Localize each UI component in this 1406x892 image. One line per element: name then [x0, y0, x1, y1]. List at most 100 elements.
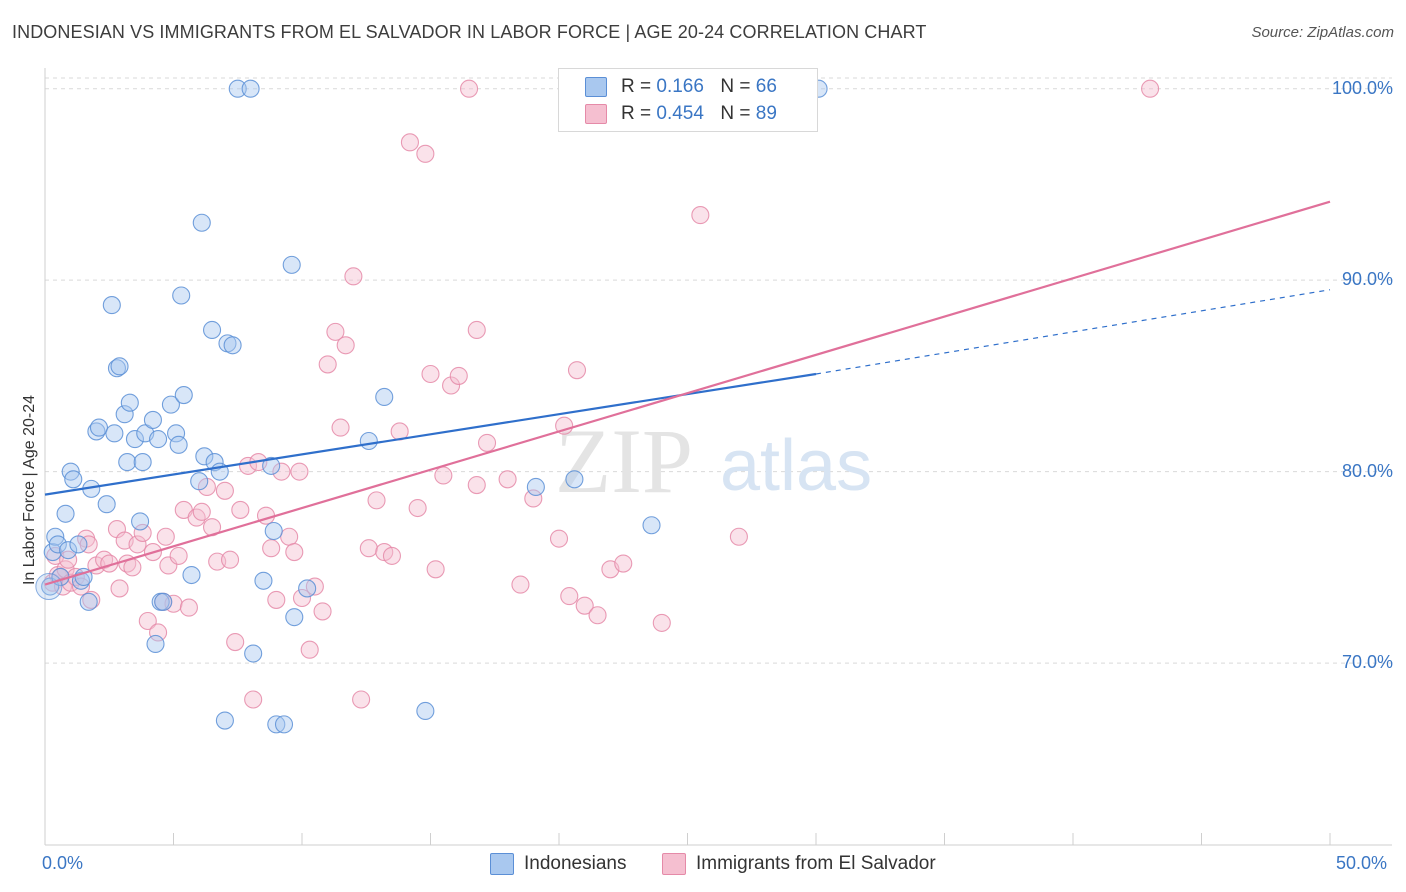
point-el-salvador — [280, 527, 299, 546]
point-el-salvador — [313, 602, 332, 621]
point-indonesians — [115, 405, 134, 424]
point-indonesians — [110, 357, 129, 376]
point-indonesians — [143, 410, 162, 430]
r-value: 0.166 — [656, 76, 704, 97]
point-indonesians — [154, 592, 173, 611]
point-el-salvador — [133, 523, 152, 542]
legend-item-indonesians[interactable]: Indonesians — [490, 850, 626, 878]
point-el-salvador — [575, 596, 594, 615]
point-indonesians — [133, 453, 152, 472]
point-indonesians — [642, 516, 661, 535]
point-indonesians — [264, 521, 283, 541]
point-indonesians — [359, 431, 378, 451]
point-el-salvador — [367, 491, 386, 510]
point-el-salvador — [416, 144, 435, 163]
point-el-salvador — [511, 575, 530, 594]
point-el-salvador — [336, 336, 355, 355]
point-el-salvador — [382, 546, 402, 565]
point-el-salvador — [421, 364, 440, 384]
point-indonesians — [107, 359, 127, 378]
point-el-salvador — [400, 133, 419, 152]
point-el-salvador — [477, 433, 497, 452]
point-el-salvador — [560, 587, 579, 606]
point-indonesians — [203, 320, 222, 340]
point-el-salvador — [449, 366, 468, 385]
point-el-salvador — [267, 590, 286, 609]
trend-line-indonesians-extrapolated — [815, 289, 1331, 375]
point-el-salvador — [272, 462, 291, 481]
series-indonesians — [35, 79, 828, 734]
gridlines — [45, 77, 1392, 664]
point-el-salvador — [652, 613, 671, 632]
correlation-legend: R = 0.166 N = 66 R = 0.454 N = 89 — [558, 68, 818, 132]
point-indonesians — [120, 393, 139, 412]
point-el-salvador — [1141, 79, 1160, 98]
point-el-salvador — [549, 529, 569, 548]
point-el-salvador — [459, 79, 479, 98]
legend-row-indonesians: R = 0.166 N = 66 — [585, 75, 777, 99]
point-indonesians — [131, 512, 150, 531]
point-el-salvador — [79, 535, 98, 554]
point-el-salvador — [729, 527, 748, 546]
point-el-salvador — [524, 489, 543, 508]
y-tick-label: 90.0% — [1341, 269, 1393, 290]
point-el-salvador — [169, 546, 188, 565]
legend-swatch-blue — [585, 77, 607, 97]
point-indonesians — [172, 286, 191, 305]
point-indonesians — [118, 453, 137, 472]
point-el-salvador — [588, 606, 607, 625]
point-indonesians — [228, 79, 247, 98]
point-indonesians — [565, 470, 584, 489]
trend-line-el-salvador — [44, 200, 1331, 586]
source-label: Source: ZipAtlas.com — [1251, 24, 1394, 41]
point-indonesians — [59, 541, 78, 560]
point-el-salvador — [262, 539, 281, 558]
point-indonesians — [274, 715, 294, 734]
point-indonesians — [69, 535, 88, 554]
point-el-salvador — [220, 550, 240, 569]
point-indonesians — [285, 608, 304, 627]
r-value: 0.454 — [656, 103, 704, 124]
point-indonesians — [192, 213, 211, 232]
point-el-salvador — [292, 588, 312, 608]
point-el-salvador — [128, 535, 147, 554]
point-indonesians — [254, 571, 273, 590]
point-el-salvador — [300, 640, 319, 659]
legend-item-el-salvador[interactable]: Immigrants from El Salvador — [662, 850, 936, 878]
point-indonesians — [195, 447, 214, 466]
chart-title: INDONESIAN VS IMMIGRANTS FROM EL SALVADO… — [12, 22, 927, 42]
legend-swatch-pink — [662, 853, 686, 875]
n-value: 66 — [755, 76, 777, 97]
watermark-atlas: atlas — [720, 426, 872, 506]
n-label: N = — [720, 103, 751, 124]
point-indonesians — [526, 477, 545, 497]
point-el-salvador — [226, 632, 245, 652]
point-indonesians — [48, 535, 67, 554]
point-el-salvador — [567, 361, 587, 380]
point-el-salvador — [691, 206, 710, 225]
point-el-salvador — [290, 462, 309, 481]
point-indonesians — [298, 579, 317, 598]
point-el-salvador — [352, 690, 371, 709]
point-indonesians — [169, 435, 188, 454]
point-indonesians — [241, 79, 260, 98]
point-el-salvador — [179, 598, 198, 617]
point-indonesians — [89, 418, 109, 437]
point-indonesians — [416, 701, 435, 721]
point-el-salvador — [192, 502, 211, 521]
series-immigrants-el-salvador — [43, 79, 1160, 709]
point-el-salvador — [467, 475, 486, 495]
point-el-salvador — [318, 355, 337, 374]
point-el-salvador — [110, 579, 129, 598]
point-el-salvador — [467, 320, 486, 340]
legend-swatch-blue — [490, 853, 514, 875]
point-el-salvador — [215, 481, 234, 500]
point-indonesians — [174, 386, 193, 405]
point-el-salvador — [285, 543, 304, 562]
n-label: N = — [720, 76, 751, 97]
watermark: ZIP atlas — [555, 410, 872, 512]
point-el-salvador — [156, 527, 175, 546]
y-tick-label: 70.0% — [1341, 652, 1393, 673]
trend-lines — [44, 200, 1331, 586]
